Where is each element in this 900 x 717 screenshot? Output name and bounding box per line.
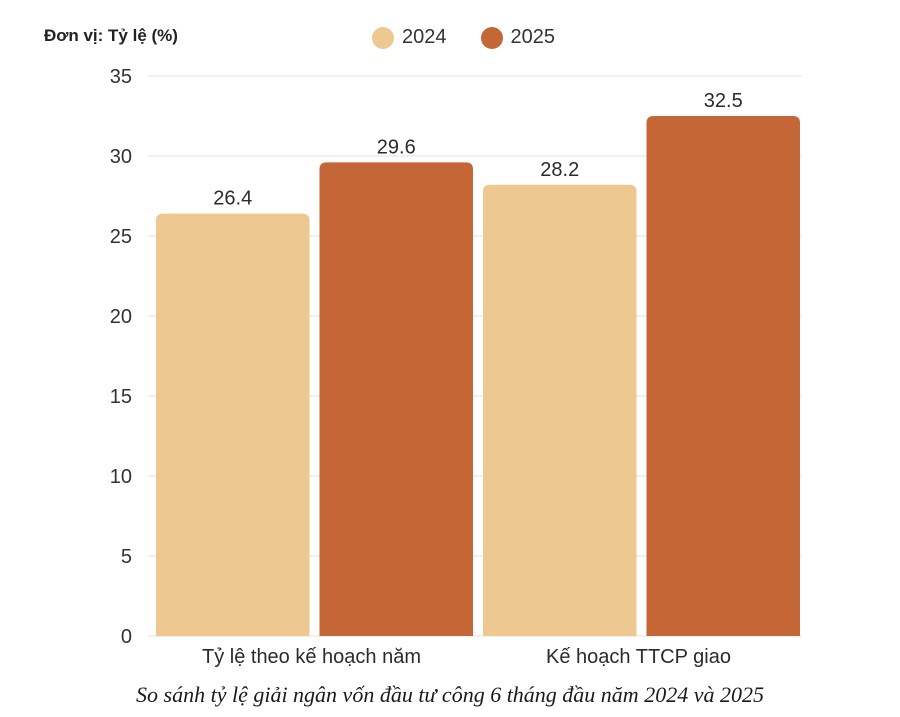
x-category-label: Tỷ lệ theo kế hoạch năm — [202, 646, 421, 668]
legend-label-2025: 2025 — [510, 26, 556, 48]
data-label: 32.5 — [704, 90, 743, 112]
y-tick-label: 15 — [110, 386, 132, 408]
y-tick-label: 5 — [121, 546, 132, 568]
legend: 2024 2025 — [372, 26, 555, 49]
bar-2024-2 — [483, 184, 637, 637]
bar-2025-2 — [646, 116, 800, 636]
bar-chart: 0 5 10 15 20 25 30 35 26.4 29.6 Tỷ lệ theo kế hoạc… — [110, 66, 802, 668]
legend-item-2025: 2025 — [480, 26, 556, 49]
y-tick-label: 20 — [110, 306, 132, 328]
y-tick-label: 30 — [110, 146, 132, 168]
legend-item-2024: 2024 — [372, 26, 447, 49]
y-tick-label: 0 — [121, 626, 132, 648]
x-category-label: Kế hoạch TTCP giao — [546, 646, 731, 668]
bar-2025-1 — [319, 162, 473, 636]
chart-caption: So sánh tỷ lệ giải ngân vốn đầu tư công … — [136, 682, 764, 707]
data-label: 28.2 — [540, 159, 579, 181]
y-tick-label: 25 — [110, 226, 132, 248]
data-label: 26.4 — [213, 188, 252, 210]
data-label: 29.6 — [377, 136, 416, 158]
legend-swatch-2024 — [372, 26, 394, 49]
bar-2024-1 — [156, 213, 310, 636]
y-tick-label: 35 — [110, 66, 132, 88]
legend-swatch-2025 — [480, 26, 503, 49]
unit-label: Đơn vị: Tỷ lệ (%) — [44, 26, 178, 45]
legend-label-2024: 2024 — [402, 26, 447, 48]
y-tick-label: 10 — [110, 466, 132, 488]
